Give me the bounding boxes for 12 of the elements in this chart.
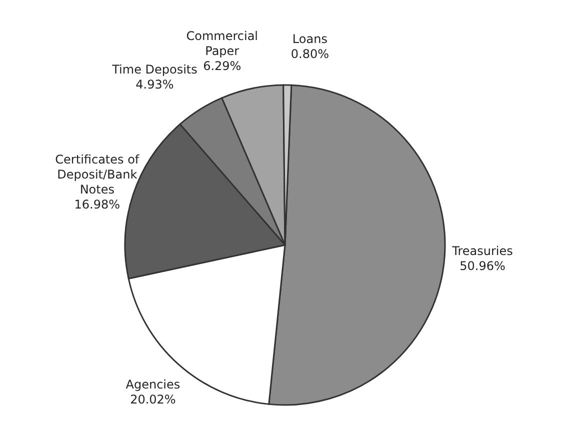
data-label: 4.93% (136, 77, 174, 92)
slice-label: Certificates of Deposit/Bank Notes (55, 152, 140, 196)
data-label: 0.80% (290, 47, 330, 62)
slice-label: Time Deposits (111, 62, 198, 76)
data-label: 20.02% (130, 392, 176, 407)
data-label: 6.29% (203, 58, 242, 73)
data-label: 50.96% (460, 258, 506, 273)
data-label: 16.98% (74, 197, 120, 212)
slice-label: Treasuries (451, 244, 513, 258)
slice-label: Agencies (126, 378, 180, 392)
slice-label: Loans (292, 32, 328, 46)
slice-label: Commercial Paper (186, 28, 258, 58)
